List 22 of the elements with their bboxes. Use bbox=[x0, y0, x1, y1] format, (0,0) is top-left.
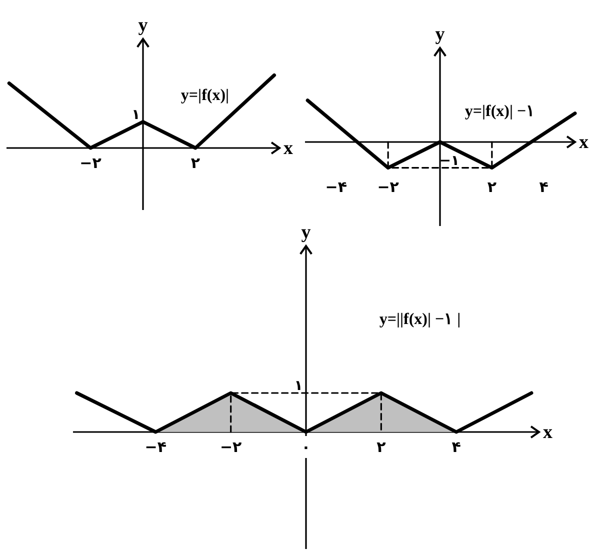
y-axis-title: y bbox=[138, 15, 148, 36]
x-tick-label: ۲ bbox=[190, 154, 200, 172]
x-tick-label: −۲ bbox=[80, 154, 102, 172]
annotation: y=|f(x)| −۱ bbox=[464, 103, 536, 120]
annotation: ۱ bbox=[294, 378, 303, 394]
x-tick-label: ۲ bbox=[487, 178, 496, 196]
x-tick-label: ۰ bbox=[301, 438, 311, 456]
x-axis-title: x bbox=[543, 422, 553, 443]
x-tick-label: −۴ bbox=[325, 178, 348, 196]
annotation: y=|f(x)| bbox=[180, 87, 230, 104]
x-tick-label: ۴ bbox=[539, 178, 548, 196]
x-tick-label: −۴ bbox=[144, 438, 167, 456]
x-axis-title: x bbox=[284, 138, 294, 159]
text: y=||f(x)| −۱ | bbox=[379, 311, 461, 328]
y-axis-title: y bbox=[301, 222, 312, 243]
x-tick-label: ۴ bbox=[452, 438, 461, 456]
x-tick-label: −۲ bbox=[377, 178, 399, 196]
x-tick-label: ۲ bbox=[376, 438, 386, 456]
x-axis-title: x bbox=[579, 132, 589, 153]
annotation: ۱ bbox=[132, 106, 140, 123]
y-axis-title: y bbox=[435, 24, 446, 45]
x-tick-label: −۲ bbox=[220, 438, 242, 456]
